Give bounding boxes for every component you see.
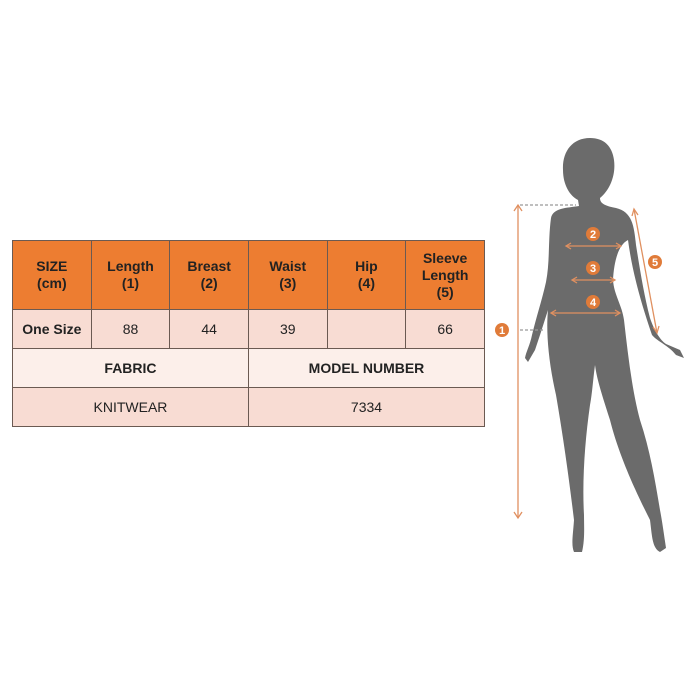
badge-1: 1: [495, 323, 509, 337]
badge-5: 5: [648, 255, 662, 269]
header-row: SIZE (cm) Length (1) Breast (2) Waist (3) Hi…: [12, 240, 485, 310]
badge-4: 4: [586, 295, 600, 309]
svg-text:2: 2: [590, 229, 596, 241]
size-cell: One Size: [12, 309, 92, 349]
body-silhouette: [525, 138, 684, 552]
info-header-row: FABRIC MODEL NUMBER: [12, 348, 486, 388]
badge-3: 3: [586, 261, 600, 275]
measurement-lines: [513, 203, 660, 520]
svg-text:1: 1: [499, 325, 505, 337]
table-row: One Size 88 44 39 66: [12, 309, 485, 349]
model-number-label: MODEL NUMBER: [247, 348, 486, 388]
badge-2: 2: [586, 227, 600, 241]
header-waist: Waist (3): [247, 240, 328, 310]
model-number-value: 7334: [247, 387, 486, 427]
fabric-value: KNITWEAR: [12, 387, 249, 427]
header-size: SIZE (cm): [12, 240, 92, 310]
svg-text:3: 3: [590, 263, 596, 275]
header-sleeve-length: Sleeve Length (5): [405, 240, 485, 310]
header-length: Length (1): [90, 240, 171, 310]
fabric-label: FABRIC: [12, 348, 249, 388]
hip-cell: [326, 309, 407, 349]
size-chart-table: SIZE (cm) Length (1) Breast (2) Waist (3) Hi…: [12, 240, 486, 427]
header-breast: Breast (2): [169, 240, 249, 310]
length-cell: 88: [90, 309, 171, 349]
svg-text:4: 4: [590, 297, 597, 309]
svg-text:5: 5: [652, 257, 658, 269]
sleeve-length-cell: 66: [405, 309, 485, 349]
header-hip: Hip (4): [326, 240, 407, 310]
info-value-row: KNITWEAR 7334: [12, 387, 486, 427]
waist-cell: 39: [247, 309, 328, 349]
